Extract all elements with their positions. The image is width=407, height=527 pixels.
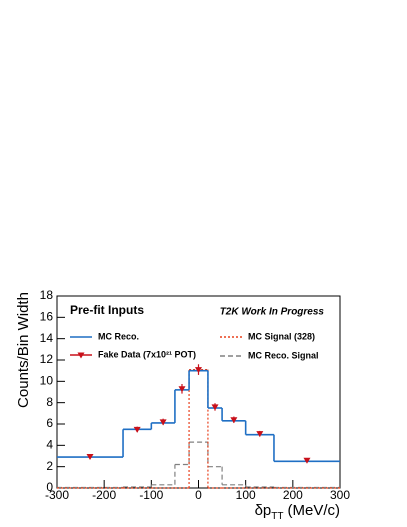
y-tick-label: 16 xyxy=(40,310,54,324)
x-tick-label: -300 xyxy=(45,488,69,502)
y-tick-label: 4 xyxy=(46,438,53,452)
x-tick-label: 200 xyxy=(283,488,303,502)
data-point xyxy=(133,426,141,433)
x-tick-label: -200 xyxy=(92,488,116,502)
data-point xyxy=(211,404,219,411)
x-axis-label: δpTT (MeV/c) xyxy=(255,502,340,522)
plot-frame xyxy=(56,295,341,489)
y-tick-label: 8 xyxy=(46,395,53,409)
y-axis-label: Counts/Bin Width xyxy=(15,292,32,408)
data-point xyxy=(256,431,264,438)
data-point xyxy=(230,417,238,424)
x-label-subscript: TT xyxy=(271,511,283,522)
y-tick-label: 2 xyxy=(46,459,53,473)
data-point xyxy=(195,367,202,374)
annotation: T2K Work In Progress xyxy=(220,307,325,318)
data-point xyxy=(303,457,311,464)
x-label-unit: (MeV/c) xyxy=(288,502,341,519)
y-tick-label: 18 xyxy=(40,288,54,302)
legend-label: MC Reco. xyxy=(98,331,139,341)
y-tick-label: 14 xyxy=(40,331,54,345)
legend-label: Fake Data (7x10²¹ POT) xyxy=(98,349,196,359)
x-tick-label: 300 xyxy=(330,488,350,502)
x-tick-label: 100 xyxy=(236,488,256,502)
x-label-symbol: δp xyxy=(255,502,272,519)
chart-title: Pre-fit Inputs xyxy=(70,303,144,317)
x-tick-label: 0 xyxy=(195,488,202,502)
legend-marker xyxy=(77,352,85,359)
y-tick-label: 0 xyxy=(46,480,53,494)
data-point xyxy=(159,419,167,426)
data-point xyxy=(178,386,186,393)
y-tick-label: 6 xyxy=(46,416,53,430)
data-point xyxy=(86,454,94,461)
legend-label: MC Signal (328) xyxy=(248,331,315,341)
y-tick-label: 10 xyxy=(40,374,54,388)
x-tick-label: -100 xyxy=(139,488,163,502)
legend-label: MC Reco. Signal xyxy=(248,350,319,360)
y-tick-label: 12 xyxy=(40,352,54,366)
